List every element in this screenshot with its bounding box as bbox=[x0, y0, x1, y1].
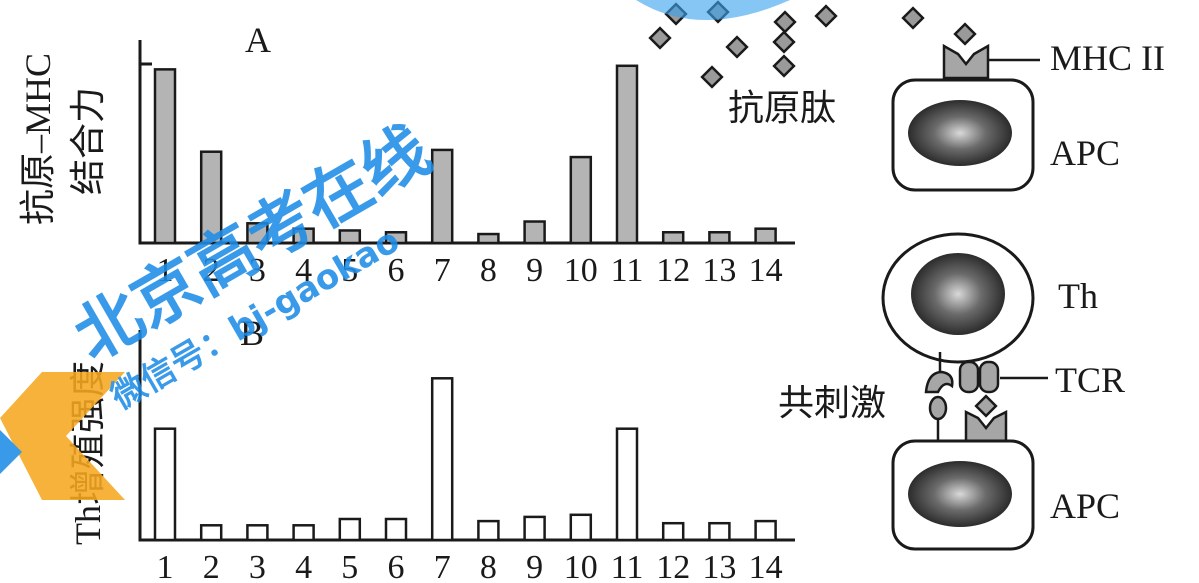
bar-10 bbox=[569, 513, 593, 542]
bar-9 bbox=[523, 220, 546, 245]
x-tick-label: 9 bbox=[526, 549, 543, 583]
x-tick-label: 12 bbox=[656, 549, 690, 583]
chart-a-ylabel-line2: 结合力 bbox=[68, 87, 108, 195]
x-tick-label: 1 bbox=[157, 549, 174, 583]
antigen-label: 抗原肽 bbox=[728, 88, 836, 128]
x-tick-label: 9 bbox=[526, 252, 543, 289]
bar-11 bbox=[615, 64, 639, 245]
bar-3 bbox=[246, 524, 269, 542]
bar-5 bbox=[338, 517, 362, 542]
chart-b-bars bbox=[153, 377, 777, 542]
bar-2 bbox=[199, 524, 223, 542]
x-tick-label: 6 bbox=[388, 252, 405, 289]
costimulatory-molecules bbox=[924, 352, 954, 440]
bar-1 bbox=[153, 427, 177, 542]
bar-1 bbox=[153, 68, 177, 245]
nucleus bbox=[908, 100, 1012, 166]
apc-cell-bottom bbox=[891, 439, 1035, 551]
tcr-label: TCR bbox=[1055, 360, 1125, 400]
peptide-diamond bbox=[725, 35, 749, 59]
watermark: 北京高考在线 微信号：bj-gaokao bbox=[0, 0, 790, 500]
th-cell bbox=[881, 232, 1035, 364]
nucleus bbox=[908, 461, 1012, 527]
peptide-diamond bbox=[814, 4, 838, 28]
bar-6 bbox=[384, 231, 408, 245]
chart-b: B Th增殖强度 1 2 3 4 5 6 7 8 9 10 11 12 13 14 bbox=[68, 313, 795, 583]
x-tick-label: 1 bbox=[157, 252, 174, 289]
peptide-diamond bbox=[772, 54, 796, 78]
bar-14 bbox=[754, 227, 777, 245]
bar-12 bbox=[661, 521, 685, 542]
x-tick-label: 4 bbox=[295, 549, 312, 583]
watermark-logo-arc bbox=[636, 0, 790, 20]
th-label: Th bbox=[1058, 276, 1098, 316]
x-tick-label: 6 bbox=[388, 549, 405, 583]
watermark-logo-accent bbox=[0, 430, 22, 474]
x-tick-label: 13 bbox=[702, 549, 736, 583]
peptide-diamond bbox=[901, 6, 925, 30]
x-tick-label: 7 bbox=[434, 549, 451, 583]
peptide-diamond bbox=[773, 10, 797, 34]
x-tick-label: 2 bbox=[203, 549, 220, 583]
bar-8 bbox=[477, 232, 500, 245]
chart-a-bars bbox=[153, 64, 777, 245]
bar-13 bbox=[708, 231, 731, 245]
watermark-logo-chevron bbox=[0, 372, 125, 500]
x-tick-label: 7 bbox=[434, 252, 451, 289]
panel-b-label: B bbox=[240, 313, 264, 353]
chart-b-axes bbox=[138, 330, 795, 542]
x-tick-label: 10 bbox=[564, 549, 598, 583]
x-tick-label: 5 bbox=[341, 549, 358, 583]
peptide-diamond bbox=[648, 26, 672, 50]
bar-11 bbox=[615, 427, 639, 542]
x-tick-label: 11 bbox=[611, 549, 644, 583]
x-tick-label: 4 bbox=[295, 252, 312, 289]
bar-5 bbox=[338, 229, 362, 245]
bar-12 bbox=[661, 231, 685, 245]
x-tick-label: 12 bbox=[656, 252, 690, 289]
x-tick-label: 11 bbox=[611, 252, 644, 289]
x-tick-label: 14 bbox=[749, 252, 783, 289]
x-tick-label: 10 bbox=[564, 252, 598, 289]
x-tick-label: 5 bbox=[341, 252, 358, 289]
bar-6 bbox=[384, 517, 408, 542]
peptide-diamond bbox=[700, 65, 724, 89]
bar-14 bbox=[754, 519, 777, 542]
x-tick-label: 2 bbox=[203, 252, 220, 289]
mhc-label: MHC II bbox=[1050, 38, 1165, 78]
panel-a-label: A bbox=[245, 20, 271, 60]
mhc-ii-receptor bbox=[942, 43, 990, 80]
chart-b-xticks: 1 2 3 4 5 6 7 8 9 10 11 12 13 14 bbox=[157, 549, 783, 583]
apc-top-label: APC bbox=[1050, 133, 1120, 173]
x-tick-label: 8 bbox=[480, 252, 497, 289]
mhc-peptide-complex bbox=[964, 394, 1008, 444]
bar-9 bbox=[523, 515, 546, 542]
bar-7 bbox=[430, 148, 454, 245]
bar-4 bbox=[292, 524, 315, 542]
costim-label: 共刺激 bbox=[778, 383, 886, 423]
chart-a-ylabel-line1: 抗原–MHC bbox=[18, 53, 58, 225]
apc-cell-top bbox=[891, 78, 1035, 192]
bar-13 bbox=[708, 521, 731, 542]
x-tick-label: 13 bbox=[702, 252, 736, 289]
peptide-diamond bbox=[772, 30, 796, 54]
bar-3 bbox=[246, 222, 269, 245]
bar-7 bbox=[430, 377, 454, 542]
bar-4 bbox=[292, 227, 315, 245]
bar-10 bbox=[569, 155, 593, 245]
bar-2 bbox=[199, 150, 223, 245]
apc-bottom-label: APC bbox=[1050, 486, 1120, 526]
x-tick-label: 3 bbox=[249, 252, 266, 289]
x-tick-label: 3 bbox=[249, 549, 266, 583]
chart-a-xticks: 1 2 3 4 5 6 7 8 9 10 11 12 13 14 bbox=[157, 252, 783, 289]
nucleus bbox=[911, 253, 1005, 335]
bar-8 bbox=[477, 519, 500, 542]
chart-a: A 抗原–MHC 结合力 1 2 3 4 5 6 7 8 9 10 11 12 13 14 bbox=[18, 20, 795, 289]
tcr-receptor bbox=[958, 360, 1000, 394]
x-tick-label: 8 bbox=[480, 549, 497, 583]
x-tick-label: 14 bbox=[749, 549, 783, 583]
peptide-diamond bbox=[953, 22, 977, 46]
